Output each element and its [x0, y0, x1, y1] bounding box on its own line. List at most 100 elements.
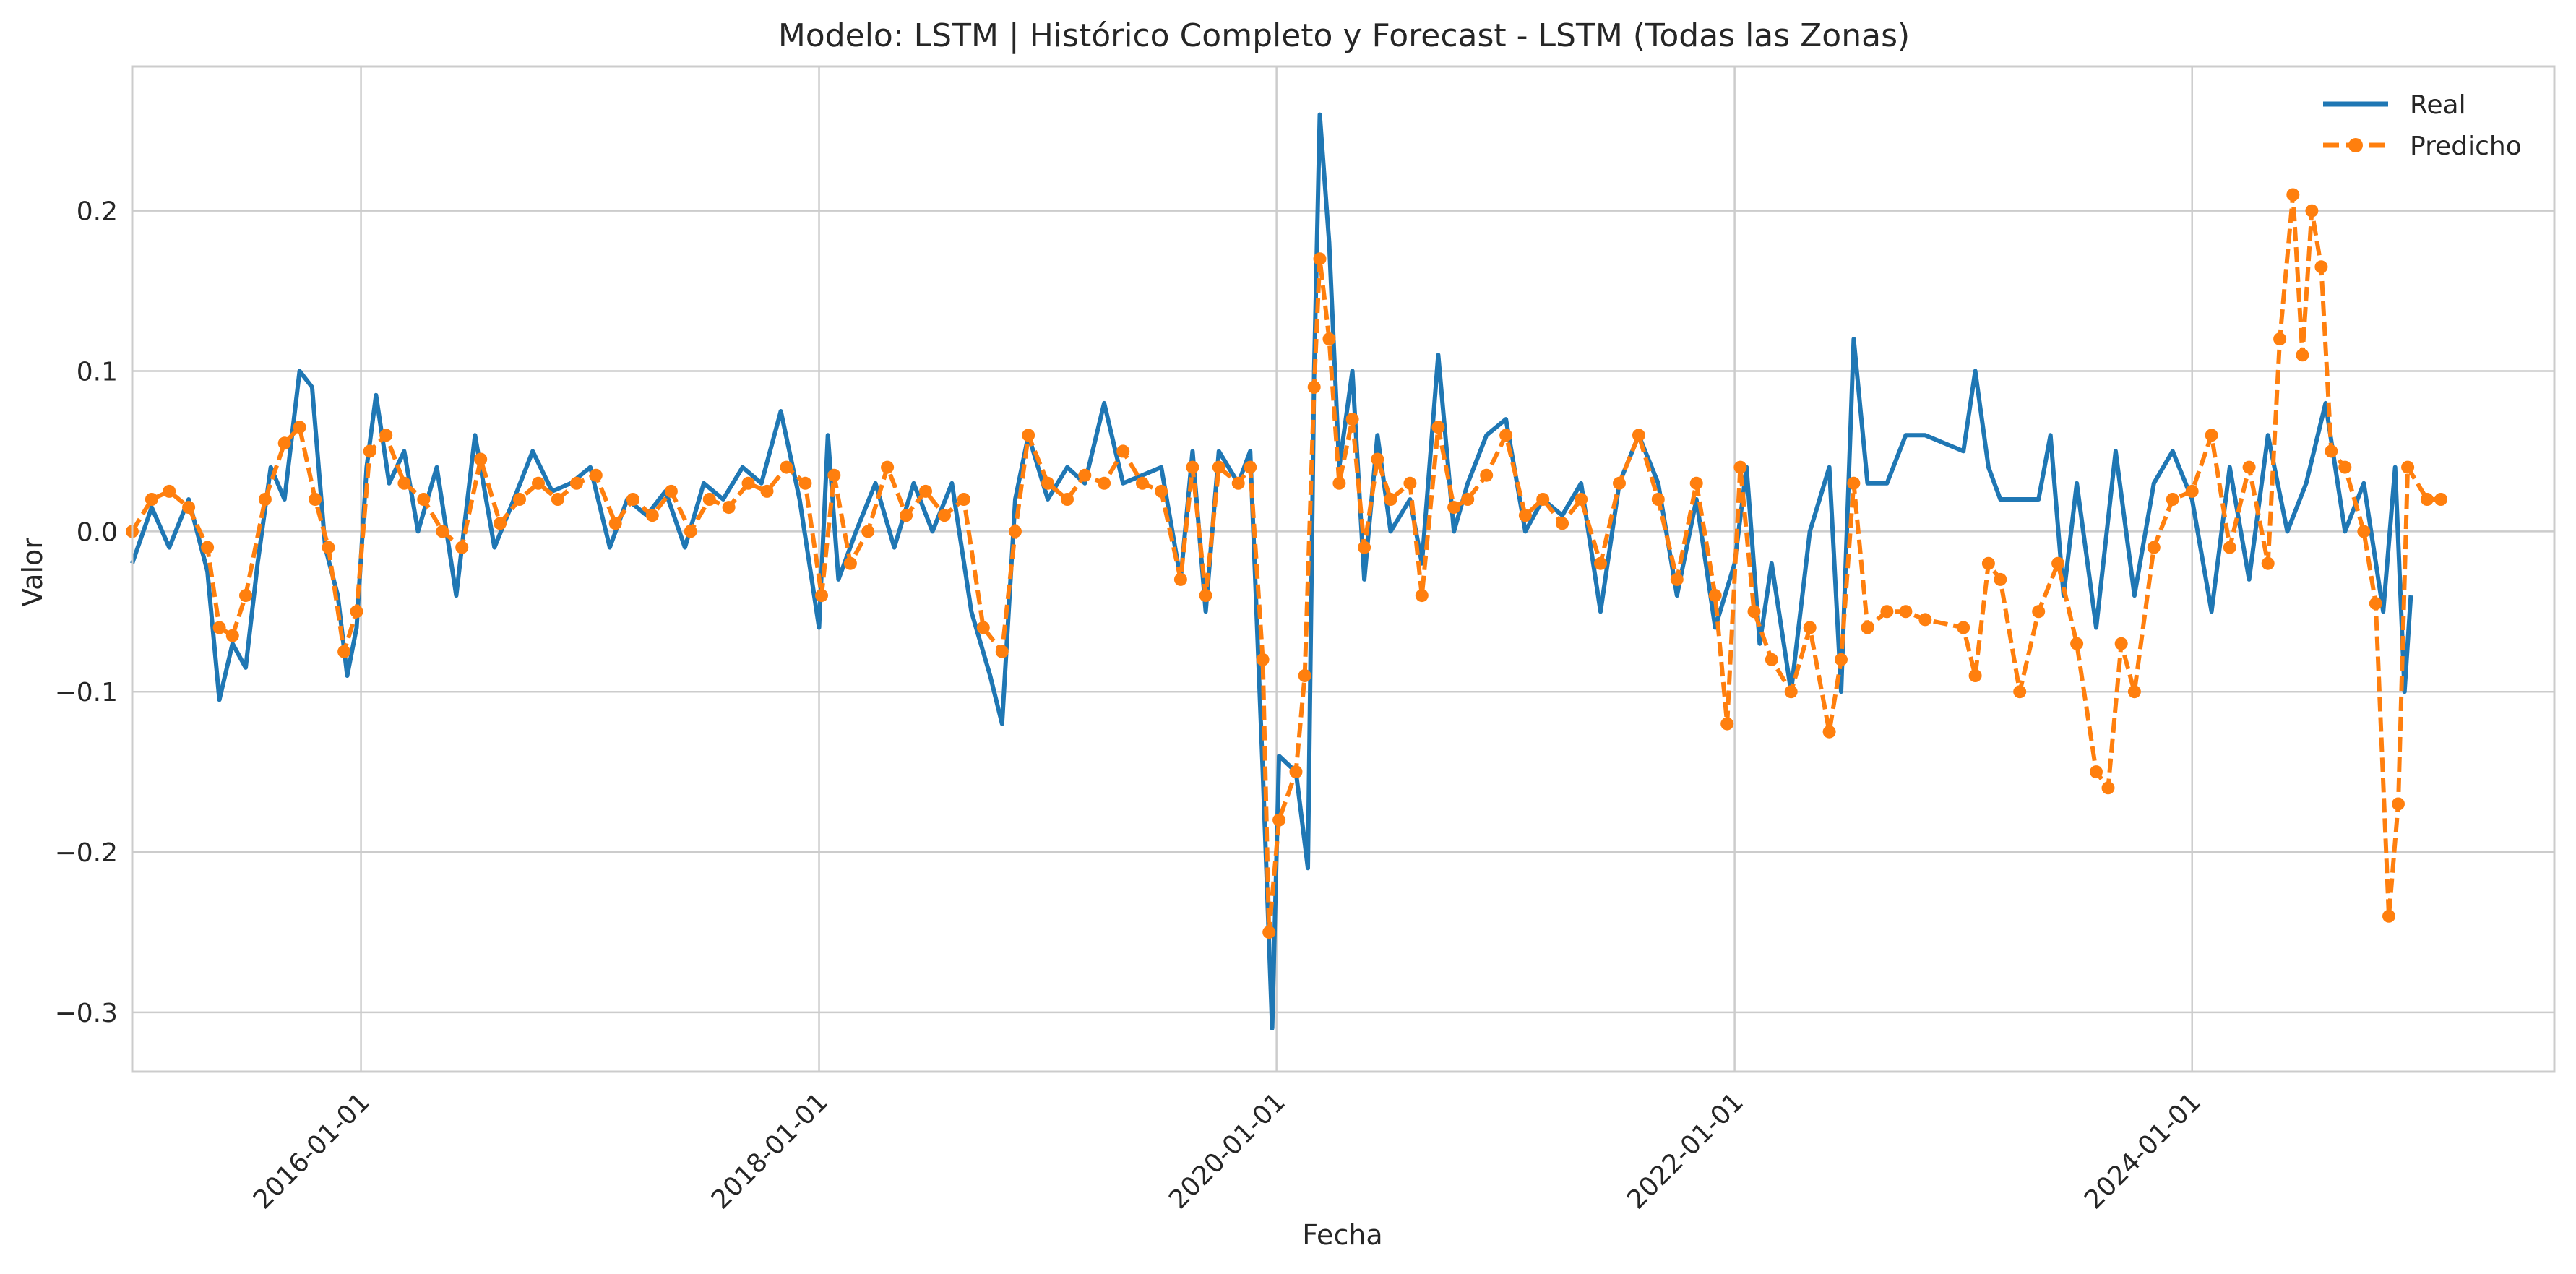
- predicho-point: [1061, 493, 1074, 506]
- predicho-point: [1689, 476, 1703, 490]
- predicho-point: [225, 629, 239, 642]
- predicho-point: [2296, 348, 2309, 362]
- predicho-point: [1994, 572, 2007, 586]
- predicho-point: [397, 476, 411, 490]
- predicho-point: [2205, 429, 2218, 442]
- predicho-point: [2166, 493, 2179, 506]
- predicho-point: [1332, 476, 1346, 490]
- predicho-point: [2261, 556, 2275, 570]
- predicho-point: [1803, 621, 1817, 634]
- predicho-point: [2305, 204, 2319, 218]
- predicho-point: [1847, 476, 1861, 490]
- predicho-point: [1173, 572, 1187, 586]
- predicho-point: [976, 621, 990, 634]
- predicho-point: [1651, 493, 1665, 506]
- predicho-point: [2314, 260, 2328, 274]
- predicho-point: [239, 589, 252, 603]
- predicho-point: [2242, 460, 2256, 474]
- predicho-point: [350, 605, 363, 619]
- predicho-point: [1244, 460, 1257, 474]
- predicho-point: [2223, 541, 2236, 554]
- predicho-point: [1670, 572, 1684, 586]
- legend-predicho-label: Predicho: [2410, 132, 2522, 161]
- predicho-point: [1431, 421, 1445, 434]
- predicho-point: [1358, 541, 1371, 554]
- predicho-point: [1313, 252, 1327, 266]
- predicho-point: [938, 509, 951, 522]
- predicho-point: [1116, 444, 1130, 458]
- predicho-point: [2401, 460, 2415, 474]
- predicho-point: [513, 493, 526, 506]
- predicho-point: [1835, 653, 1848, 666]
- predicho-point: [1880, 605, 1894, 619]
- y-tick-label: 0.0: [77, 517, 118, 547]
- predicho-point: [182, 501, 196, 515]
- predicho-point: [1733, 460, 1747, 474]
- predicho-point: [1256, 653, 1270, 666]
- plot-frame: [131, 65, 2556, 1073]
- series-line-predicho: [130, 192, 2441, 934]
- predicho-point: [2273, 332, 2287, 346]
- predicho-point: [1747, 605, 1761, 619]
- predicho-point: [379, 429, 393, 442]
- predicho-point: [1136, 476, 1149, 490]
- predicho-point: [815, 589, 828, 603]
- predicho-point: [417, 493, 431, 506]
- predicho-point: [1009, 525, 1022, 538]
- predicho-point: [861, 525, 875, 538]
- legend-real-label: Real: [2410, 90, 2466, 120]
- y-tick-label: −0.1: [55, 678, 118, 707]
- predicho-point: [2434, 493, 2447, 506]
- predicho-point: [1518, 509, 1532, 522]
- y-tick-label: −0.2: [55, 838, 118, 868]
- predicho-point: [1536, 493, 1550, 506]
- predicho-point: [201, 541, 215, 554]
- predicho-point: [589, 468, 603, 482]
- predicho-point: [1968, 669, 1982, 682]
- predicho-point: [322, 541, 335, 554]
- predicho-point: [258, 493, 272, 506]
- predicho-point: [212, 621, 226, 634]
- predicho-point: [1981, 556, 1995, 570]
- predicho-point: [2185, 484, 2199, 498]
- predicho-point: [900, 509, 913, 522]
- predicho-point: [2101, 781, 2115, 795]
- legend: Real Predicho: [2323, 90, 2522, 161]
- predicho-point: [2051, 556, 2065, 570]
- predicho-point: [1861, 621, 1874, 634]
- predicho-point: [1262, 926, 1276, 939]
- predicho-point: [2420, 493, 2434, 506]
- predicho-point: [494, 517, 507, 530]
- predicho-point: [1322, 332, 1336, 346]
- predicho-point: [2013, 685, 2027, 699]
- predicho-point: [2286, 188, 2300, 202]
- predicho-point: [2392, 797, 2405, 811]
- predicho-point: [1899, 605, 1913, 619]
- predicho-point: [1957, 621, 1970, 634]
- predicho-point: [2127, 685, 2141, 699]
- predicho-point: [1720, 717, 1734, 731]
- predicho-point: [1765, 653, 1778, 666]
- predicho-point: [760, 484, 774, 498]
- predicho-point: [995, 645, 1009, 658]
- predicho-point: [2090, 765, 2103, 779]
- predicho-point: [1632, 429, 1645, 442]
- y-tick-label: 0.2: [77, 197, 118, 227]
- predicho-point: [1212, 460, 1225, 474]
- predicho-point: [1289, 765, 1303, 779]
- predicho-point: [1155, 484, 1168, 498]
- predicho-point: [1480, 468, 1494, 482]
- y-tick-label: 0.1: [77, 358, 118, 387]
- predicho-point: [1199, 589, 1212, 603]
- predicho-point: [1415, 589, 1429, 603]
- predicho-point: [957, 493, 970, 506]
- predicho-point: [2032, 605, 2046, 619]
- predicho-point: [2338, 460, 2352, 474]
- predicho-point: [843, 556, 857, 570]
- predicho-point: [1307, 380, 1321, 394]
- predicho-point: [1822, 725, 1836, 739]
- y-tick-label: −0.3: [55, 999, 118, 1028]
- series-layer: [126, 112, 2447, 1031]
